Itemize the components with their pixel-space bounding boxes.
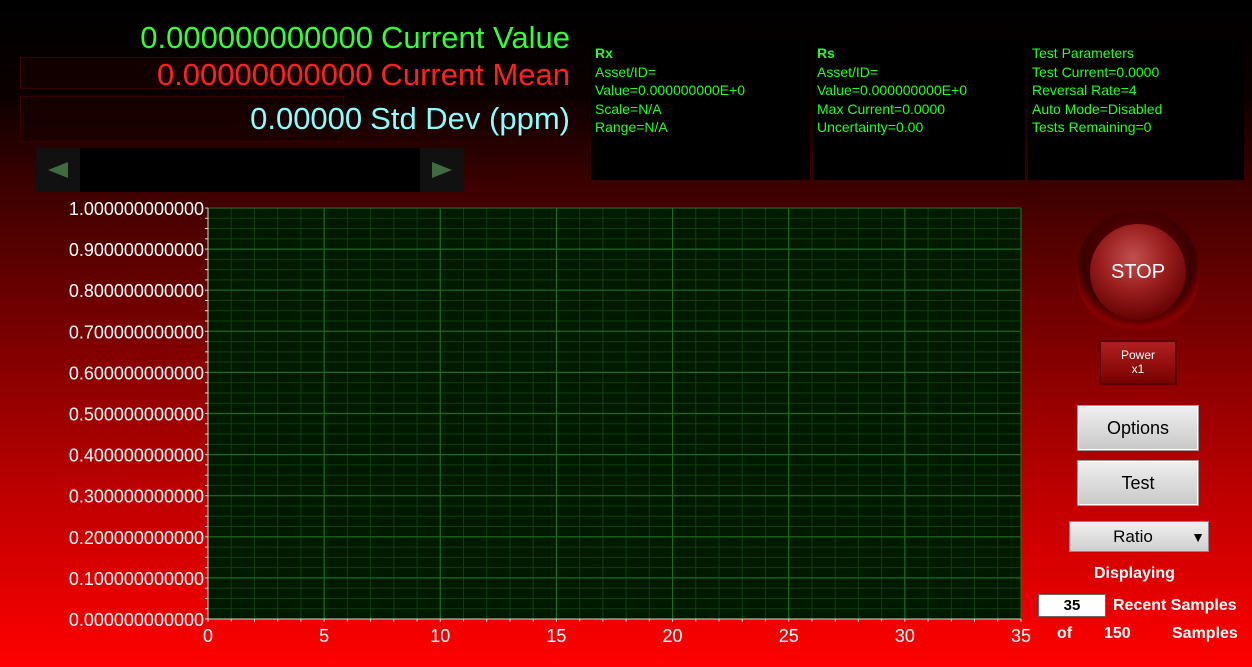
rs-line: Max Current=0.0000 (817, 100, 946, 117)
display-mode-value: Ratio (1113, 526, 1153, 546)
rs-panel: Rs Asset/ID= Value=0.000000000E+0 Max Cu… (813, 40, 1025, 180)
power-button[interactable]: Power x1 (1099, 340, 1177, 385)
caret-down-icon: ▼ (1191, 528, 1205, 545)
x-tick-label: 25 (779, 626, 799, 646)
y-tick-label: 0.800000000000 (69, 281, 204, 301)
test-params-title: Test Parameters (1032, 45, 1134, 61)
current-mean-readout: 0.00000000000 Current Mean (157, 57, 570, 93)
recent-samples-label: Recent Samples (1113, 597, 1237, 614)
std-dev-number: 0.00000 (250, 101, 363, 136)
display-mode-select[interactable]: Ratio ▼ (1069, 521, 1209, 552)
y-tick-label: 0.900000000000 (69, 240, 204, 260)
y-tick-label: 0.000000000000 (69, 610, 204, 630)
x-tick-label: 5 (319, 626, 329, 646)
rx-title: Rx (595, 45, 613, 61)
power-multiplier: x1 (1131, 362, 1145, 376)
samples-label: Samples (1172, 625, 1238, 642)
y-tick-label: 0.500000000000 (69, 405, 204, 425)
triangle-left-icon[interactable] (36, 148, 80, 192)
x-tick-label: 20 (663, 626, 683, 646)
std-dev-readout: 0.00000 Std Dev (ppm) (250, 101, 570, 137)
x-tick-label: 30 (895, 626, 915, 646)
total-samples-count: 150 (1104, 625, 1131, 642)
rx-line: Range=N/A (595, 119, 668, 135)
x-tick-label: 35 (1011, 626, 1031, 646)
rx-line: Asset/ID= (595, 63, 657, 80)
y-tick-label: 0.400000000000 (69, 446, 204, 466)
power-label: Power (1120, 348, 1155, 362)
rs-line: Asset/ID= (817, 63, 879, 80)
history-scrollbar[interactable] (36, 148, 464, 192)
y-tick-label: 0.600000000000 (69, 363, 204, 383)
y-tick-label: 0.200000000000 (69, 528, 204, 548)
y-tick-label: 0.700000000000 (69, 322, 204, 342)
current-mean-box (20, 57, 344, 89)
rs-title: Rs (817, 45, 835, 61)
test-params-line: Tests Remaining=0 (1032, 119, 1152, 135)
rx-line: Value=0.000000000E+0 (595, 82, 745, 98)
y-tick-label: 0.100000000000 (69, 569, 204, 589)
stop-button[interactable]: STOP (1090, 224, 1186, 320)
rx-line: Scale=N/A (595, 100, 662, 117)
x-tick-label: 0 (203, 626, 213, 646)
rx-panel: Rx Asset/ID= Value=0.000000000E+0 Scale=… (591, 40, 810, 180)
current-value-number: 0.000000000000 (140, 20, 374, 55)
x-tick-label: 10 (430, 626, 450, 646)
recent-samples-input[interactable] (1038, 594, 1106, 617)
options-button[interactable]: Options (1077, 405, 1199, 451)
test-params-line: Auto Mode=Disabled (1032, 100, 1163, 117)
current-value-label: Current Value (381, 20, 570, 55)
x-tick-label: 15 (546, 626, 566, 646)
triangle-right-icon[interactable] (420, 148, 464, 192)
std-dev-box (20, 96, 344, 142)
std-dev-label: Std Dev (ppm) (370, 101, 570, 136)
stop-button-bezel: STOP (1076, 210, 1200, 334)
current-mean-label: Current Mean (380, 57, 570, 92)
rs-line: Uncertainty=0.00 (817, 119, 924, 135)
y-tick-label: 1.000000000000 (69, 199, 204, 219)
test-button[interactable]: Test (1077, 460, 1199, 506)
test-params-line: Reversal Rate=4 (1032, 82, 1137, 98)
displaying-label: Displaying (1094, 565, 1175, 582)
test-params-line: Test Current=0.0000 (1032, 63, 1160, 80)
y-tick-label: 0.300000000000 (69, 487, 204, 507)
current-value-readout: 0.000000000000 Current Value (140, 20, 570, 56)
test-params-panel: Test Parameters Test Current=0.0000 Reve… (1028, 40, 1244, 180)
current-mean-number: 0.00000000000 (156, 57, 373, 92)
of-label: of (1057, 625, 1073, 642)
rs-line: Value=0.000000000E+0 (817, 82, 967, 98)
